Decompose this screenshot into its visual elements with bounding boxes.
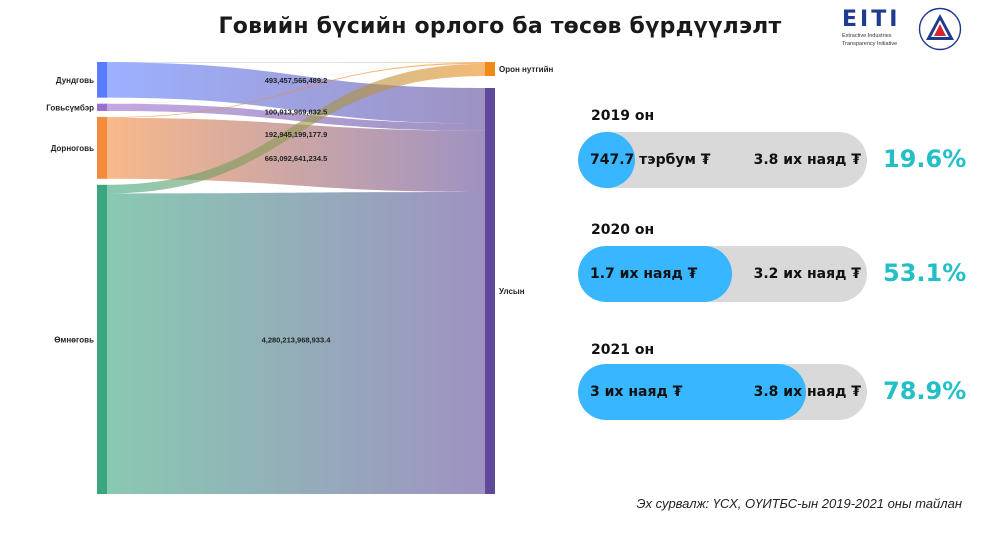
sankey-link-umnugovi-local bbox=[107, 63, 485, 194]
sankey-node-umnugovi bbox=[97, 184, 107, 494]
sankey-node-label-state: Улсын bbox=[499, 287, 525, 296]
sankey-value-label: 192,945,199,177.9 bbox=[265, 130, 328, 139]
total-label-2021: 3.8 их наяд ₮ bbox=[753, 384, 861, 400]
eiti-logo-word: EITI bbox=[842, 7, 901, 32]
sankey-value-label: 663,092,641,234.5 bbox=[265, 154, 328, 163]
sankey-node-local bbox=[485, 62, 495, 76]
sankey-node-label-dundgovi: Дундговь bbox=[56, 76, 94, 85]
sankey-link-dornogovi-local bbox=[107, 62, 485, 118]
year-label-2021: 2021 он bbox=[591, 342, 655, 358]
progress-track-2020: 1.7 их наяд ₮ 3.2 их наяд ₮ bbox=[578, 246, 867, 302]
sankey-value-label: 493,457,566,489.2 bbox=[265, 76, 328, 85]
sankey-node-label-govisumber: Говьсүмбэр bbox=[46, 103, 94, 112]
sankey-node-label-umnugovi: Өмнөговь bbox=[54, 335, 94, 344]
progress-fill-2019 bbox=[578, 132, 635, 188]
sankey-labels: Дундговь Говьсүмбэр Дорноговь Өмнөговь Орон … bbox=[46, 65, 553, 344]
sankey-chart: Дундговь Говьсүмбэр Дорноговь Өмнөговь Орон … bbox=[46, 62, 554, 494]
sankey-node-govisumber bbox=[97, 103, 107, 111]
sankey-link-govisumber-state bbox=[107, 103, 485, 131]
sankey-node-dundgovi bbox=[97, 62, 107, 98]
sankey-link-dundgovi-state bbox=[107, 62, 485, 124]
source-note: Эх сурвалж: ҮСХ, ОҮИТБС-ын 2019-2021 оны… bbox=[636, 496, 962, 511]
page-title: Говийн бүсийн орлого ба төсөв бүрдүүлэлт bbox=[218, 14, 782, 39]
triangle-emblem-icon bbox=[918, 7, 962, 51]
value-label-2019: 747.7 тэрбум ₮ bbox=[590, 152, 711, 168]
sankey-links bbox=[107, 62, 485, 494]
sankey-nodes bbox=[97, 62, 495, 494]
sankey-link-umnugovi-state bbox=[107, 191, 485, 494]
sankey-value-label: 4,280,213,968,933.4 bbox=[262, 335, 332, 344]
year-label-2019: 2019 он bbox=[591, 108, 655, 124]
sankey-node-label-local: Орон нутгийн bbox=[499, 65, 554, 74]
sankey-node-dornogovi bbox=[97, 116, 107, 179]
sankey-link-dundgovi-local bbox=[107, 62, 485, 63]
sankey-link-govisumber-local bbox=[107, 62, 485, 104]
eiti-logo: EITI Extractive Industries Transparency … bbox=[842, 8, 912, 52]
sankey-node-state bbox=[485, 88, 495, 494]
progress-track-2021: 3 их наяд ₮ 3.8 их наяд ₮ bbox=[578, 364, 867, 420]
eiti-logo-subtitle-2: Transparency Initiative bbox=[842, 40, 898, 47]
sankey-value-label: 100,913,969,832.5 bbox=[265, 107, 328, 116]
value-label-2021: 3 их наяд ₮ bbox=[590, 384, 683, 400]
percent-label-2020: 53.1% bbox=[883, 259, 967, 287]
value-label-2020: 1.7 их наяд ₮ bbox=[590, 266, 698, 282]
year-label-2020: 2020 он bbox=[591, 222, 655, 238]
total-label-2019: 3.8 их наяд ₮ bbox=[753, 152, 861, 168]
total-label-2020: 3.2 их наяд ₮ bbox=[753, 266, 861, 282]
eiti-logo-subtitle-1: Extractive Industries bbox=[842, 33, 892, 39]
progress-fill-2020 bbox=[578, 246, 732, 302]
percent-label-2019: 19.6% bbox=[883, 145, 967, 173]
percent-label-2021: 78.9% bbox=[883, 377, 967, 405]
progress-track-2019: 747.7 тэрбум ₮ 3.8 их наяд ₮ bbox=[578, 132, 867, 188]
sankey-node-label-dornogovi: Дорноговь bbox=[51, 144, 94, 153]
progress-fill-2021 bbox=[578, 364, 806, 420]
